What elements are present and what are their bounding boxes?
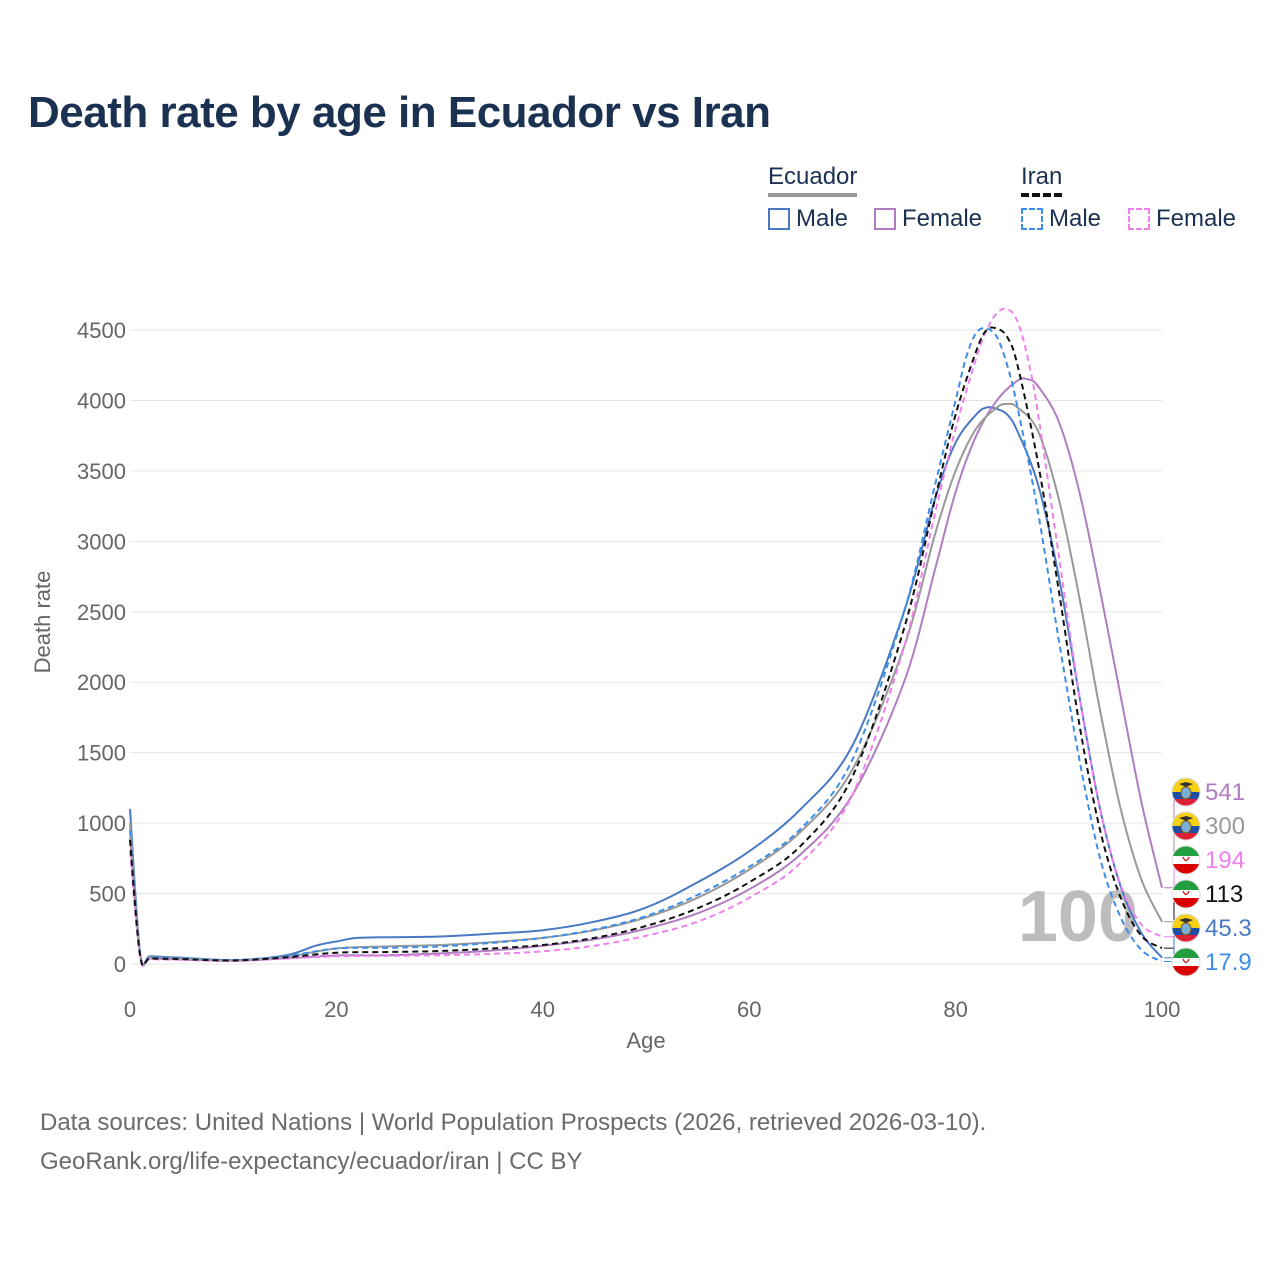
iran-flag-icon (1171, 845, 1201, 875)
ecuador-flag-icon (1171, 913, 1201, 943)
y-tick-label: 500 (89, 882, 126, 907)
series-line-ecuador-female (129, 377, 1163, 967)
x-tick-label: 20 (324, 997, 348, 1022)
end-label-connector (1164, 792, 1175, 889)
end-value-label: 113 (1205, 881, 1243, 908)
legend-ecuador: Ecuador (768, 163, 858, 197)
ecuador-flag-icon (1171, 777, 1201, 807)
y-tick-label: 3500 (77, 459, 126, 484)
end-value-label: 17.9 (1205, 949, 1252, 976)
x-tick-label: 40 (531, 997, 555, 1022)
y-tick-label: 3000 (77, 529, 126, 554)
y-tick-label: 4500 (77, 318, 126, 343)
y-tick-label: 4000 (77, 388, 126, 413)
legend-iran-female-swatch (1128, 208, 1150, 230)
x-tick-label: 100 (1144, 997, 1181, 1022)
end-label-connector (1164, 894, 1175, 949)
footer-attribution: GeoRank.org/life-expectancy/ecuador/iran… (40, 1148, 583, 1175)
y-tick-label: 1000 (77, 811, 126, 836)
x-axis-label: Age (626, 1028, 665, 1053)
legend-ecuador-female-swatch (874, 208, 896, 230)
end-value-label: 194 (1205, 847, 1245, 874)
y-tick-label: 2500 (77, 600, 126, 625)
x-tick-label: 60 (737, 997, 761, 1022)
legend-iran-female-label: Female (1156, 205, 1237, 232)
series-line-iran-total (129, 326, 1163, 967)
end-value-label: 541 (1205, 779, 1245, 806)
series-line-ecuador-total (129, 402, 1163, 967)
legend-iran-male-label: Male (1049, 205, 1102, 232)
age-marker: 100 (1018, 877, 1138, 957)
legend-iran-male[interactable]: Male (1021, 205, 1101, 233)
end-value-label: 45.3 (1205, 915, 1252, 942)
legend-ecuador-male-label: Male (796, 205, 849, 232)
series-line-iran-male (129, 327, 1163, 967)
x-tick-label: 0 (124, 997, 136, 1022)
y-tick-label: 2000 (77, 670, 126, 695)
legend-ecuador-label: Ecuador (768, 163, 858, 197)
legend-ecuador-male[interactable]: Male (768, 205, 848, 233)
y-tick-label: 1500 (77, 741, 126, 766)
legend-ecuador-female[interactable]: Female (874, 205, 982, 233)
legend-iran-female[interactable]: Female (1128, 205, 1236, 233)
legend-iran-male-swatch (1021, 208, 1043, 230)
y-axis-label: Death rate (30, 571, 55, 674)
chart-title: Death rate by age in Ecuador vs Iran (28, 88, 771, 137)
legend-iran-label: Iran (1021, 163, 1063, 197)
legend-ecuador-female-label: Female (902, 205, 983, 232)
death-rate-chart: 0 500 1000 1500 2000 2500 3000 3500 4000 4500 0 20 4… (30, 307, 1252, 1053)
series-line-ecuador-male (129, 406, 1163, 967)
iran-flag-icon (1171, 947, 1201, 977)
series-line-iran-female (129, 307, 1163, 967)
legend-ecuador-male-swatch (768, 208, 790, 230)
end-label-connector (1164, 826, 1175, 923)
ecuador-flag-icon (1171, 811, 1201, 841)
footer-sources: Data sources: United Nations | World Pop… (40, 1109, 987, 1136)
legend-iran: Iran (1021, 163, 1063, 197)
x-tick-label: 80 (943, 997, 967, 1022)
y-tick-label: 0 (114, 952, 126, 977)
end-value-label: 300 (1205, 813, 1245, 840)
iran-flag-icon (1171, 879, 1201, 909)
